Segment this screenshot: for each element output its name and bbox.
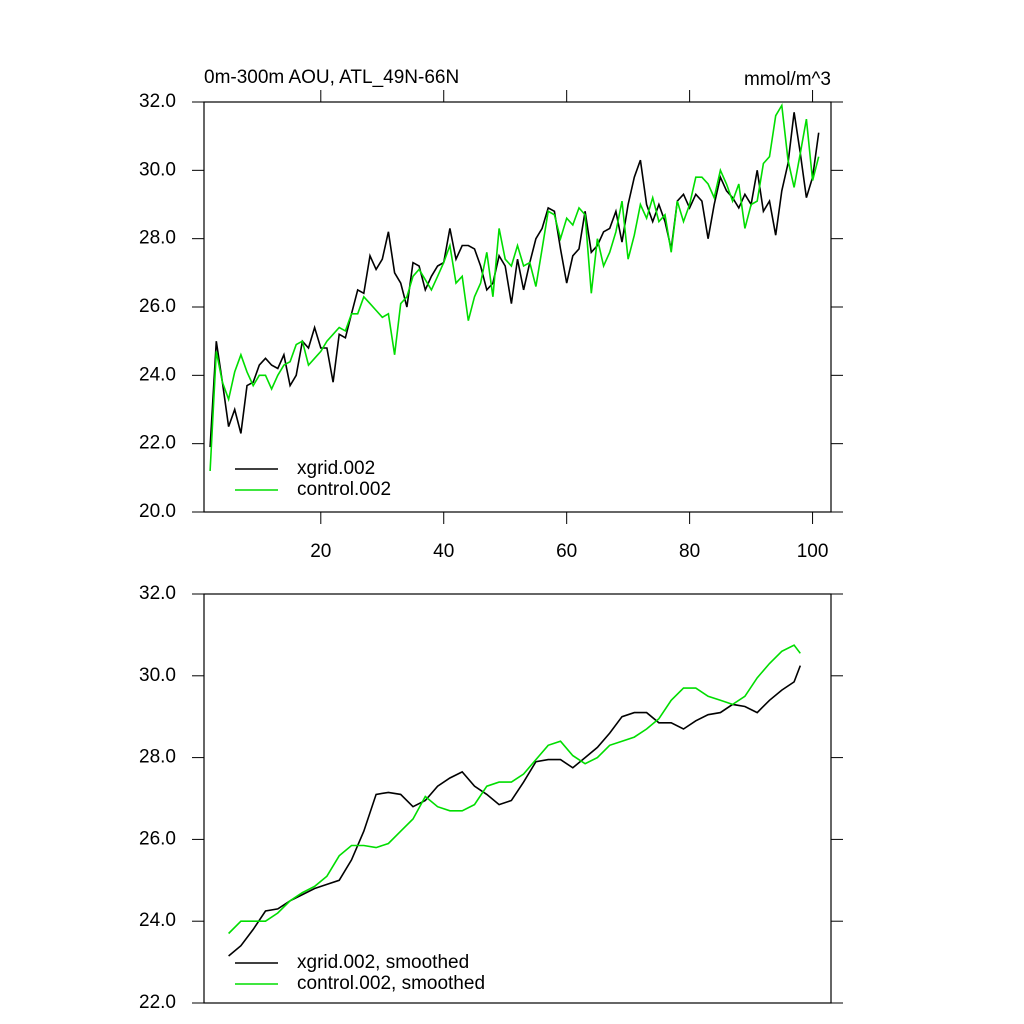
units-label: mmol/m^3 bbox=[744, 69, 831, 90]
x-tick-label: 40 bbox=[433, 541, 454, 562]
y-tick-label: 30.0 bbox=[139, 159, 176, 180]
y-tick-label: 30.0 bbox=[139, 665, 176, 686]
y-tick-label: 24.0 bbox=[139, 910, 176, 931]
y-tick-label: 22.0 bbox=[139, 433, 176, 454]
plot-frame bbox=[203, 593, 832, 1004]
x-tick-label: 20 bbox=[310, 541, 331, 562]
y-tick-label: 26.0 bbox=[139, 296, 176, 317]
data-line bbox=[209, 102, 820, 472]
y-tick-label: 32.0 bbox=[139, 583, 176, 604]
chart-title: 0m-300m AOU, ATL_49N-66N bbox=[204, 67, 459, 88]
legend-label: xgrid.002 bbox=[297, 458, 375, 479]
data-line bbox=[209, 112, 820, 448]
y-tick-label: 24.0 bbox=[139, 364, 176, 385]
y-tick-label: 28.0 bbox=[139, 228, 176, 249]
legend-label: control.002, smoothed bbox=[297, 973, 485, 994]
x-tick-label: 100 bbox=[797, 541, 829, 562]
x-tick-label: 60 bbox=[556, 541, 577, 562]
y-tick-label: 26.0 bbox=[139, 828, 176, 849]
y-tick-label: 28.0 bbox=[139, 747, 176, 768]
plot-frame bbox=[203, 101, 832, 513]
y-tick-label: 22.0 bbox=[139, 992, 176, 1013]
y-tick-label: 20.0 bbox=[139, 501, 176, 522]
legend-label: xgrid.002, smoothed bbox=[297, 952, 469, 973]
data-line bbox=[228, 665, 802, 957]
data-line bbox=[228, 644, 801, 935]
x-tick-label: 80 bbox=[679, 541, 700, 562]
y-tick-label: 32.0 bbox=[139, 91, 176, 112]
legend-label: control.002 bbox=[297, 479, 391, 500]
